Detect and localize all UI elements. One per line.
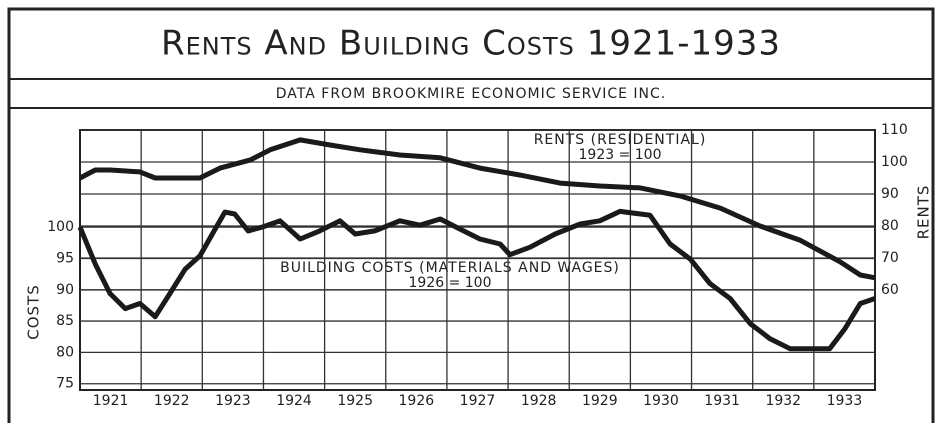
annotation: 1926 = 100 (409, 275, 492, 291)
y-axis-label: COSTS (25, 284, 43, 340)
annotation: 1923 = 100 (579, 147, 662, 163)
x-tick-label: 1924 (276, 393, 312, 409)
y2-tick-label: 110 (881, 122, 908, 138)
y-tick-label: 75 (56, 376, 74, 392)
x-tick-label: 1927 (460, 393, 496, 409)
x-tick-label: 1931 (704, 393, 740, 409)
x-tick-label: 1929 (582, 393, 618, 409)
x-tick-label: 1921 (93, 393, 129, 409)
y2-tick-label: 70 (881, 250, 899, 266)
subtitle: DATA FROM BROOKMIRE ECONOMIC SERVICE INC… (276, 86, 667, 102)
x-tick-label: 1925 (337, 393, 373, 409)
x-tick-label: 1932 (765, 393, 801, 409)
annotation: BUILDING COSTS (MATERIALS AND WAGES) (280, 260, 620, 276)
x-tick-label: 1926 (399, 393, 435, 409)
x-tick-label: 1928 (521, 393, 557, 409)
x-tick-label: 1930 (643, 393, 679, 409)
y2-axis-label: RENTS (915, 185, 933, 240)
y-tick-label: 100 (47, 219, 74, 235)
series-line (77, 208, 876, 352)
y-tick-label: 80 (56, 344, 74, 360)
series-line (78, 137, 876, 281)
x-tick-label: 1923 (215, 393, 251, 409)
y-tick-label: 85 (56, 313, 74, 329)
x-tick-label: 1922 (154, 393, 190, 409)
chart-title: Rents And Building Costs 1921-1933 (161, 24, 781, 64)
y-tick-label: 95 (56, 250, 74, 266)
y2-tick-label: 60 (881, 282, 899, 298)
y2-tick-label: 80 (881, 218, 899, 234)
y-tick-label: 90 (56, 282, 74, 298)
x-tick-label: 1933 (827, 393, 863, 409)
frame (7, 7, 935, 423)
y2-tick-label: 100 (881, 154, 908, 170)
y2-tick-label: 90 (881, 186, 899, 202)
annotation: RENTS (RESIDENTIAL) (534, 132, 707, 148)
